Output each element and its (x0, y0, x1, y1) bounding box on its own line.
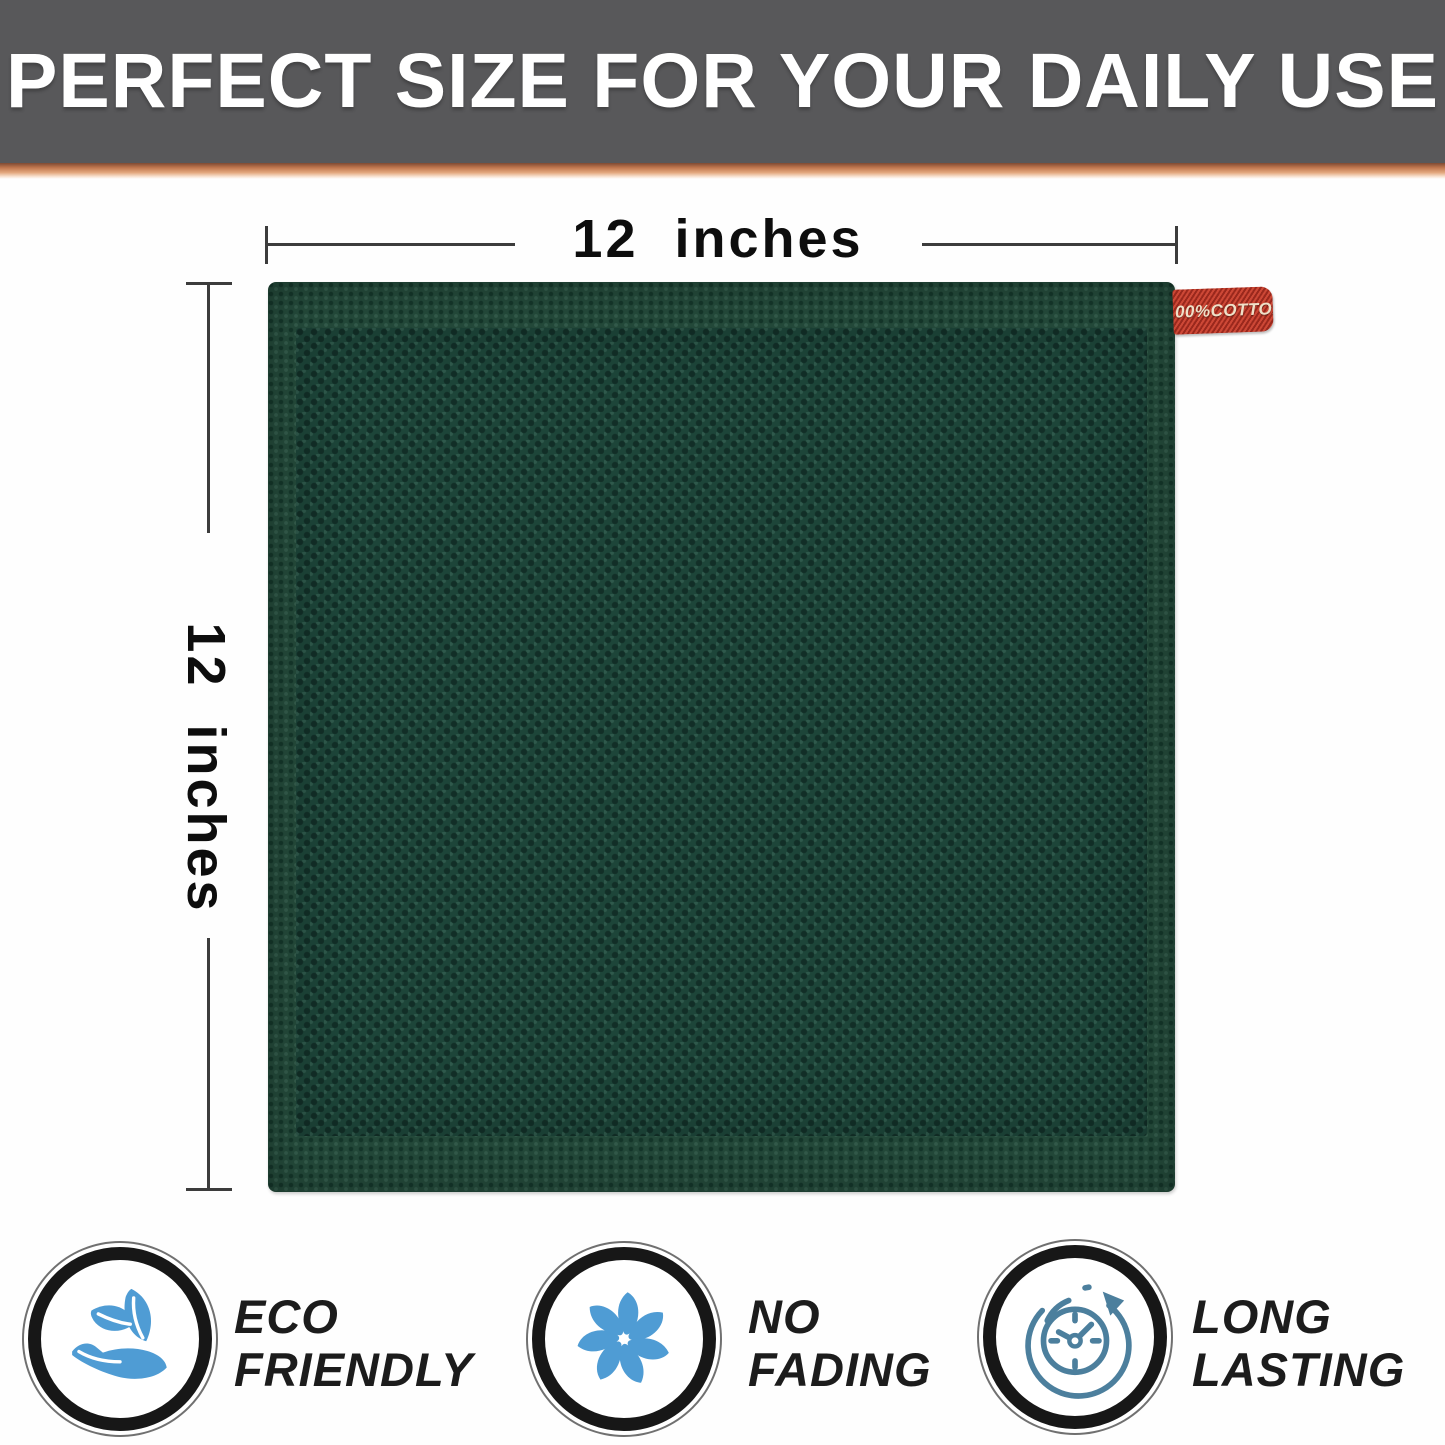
height-tick-bottom (186, 1188, 232, 1191)
height-line-top (207, 285, 210, 533)
water-pinwheel-icon (577, 1292, 669, 1383)
width-line-right (922, 243, 1177, 246)
no-fading-label: NO FADING (748, 1290, 932, 1396)
eco-friendly-badge (28, 1247, 212, 1431)
height-tick-top (186, 282, 232, 285)
long-lasting-label: LONG LASTING (1192, 1290, 1406, 1396)
cotton-tag-label: 00%COTTON (1174, 298, 1274, 322)
width-tick-right (1175, 226, 1178, 264)
towel-image: 00%COTTON (268, 282, 1274, 1192)
accent-stripe (0, 163, 1445, 179)
width-line-left (268, 243, 515, 246)
width-tick-left (265, 226, 268, 264)
clock-cycle-icon (1025, 1284, 1132, 1399)
eco-friendly-label: ECO FRIENDLY (234, 1290, 474, 1396)
width-label: 12 inches (572, 209, 864, 269)
no-fading-badge (532, 1247, 716, 1431)
towel-waffle-texture (296, 328, 1147, 1136)
page-title: PERFECT SIZE FOR YOUR DAILY USE (6, 38, 1439, 124)
header-banner: PERFECT SIZE FOR YOUR DAILY USE (0, 0, 1445, 163)
height-line-bottom (207, 938, 210, 1188)
cotton-tag: 00%COTTON (1172, 286, 1274, 335)
height-label: 12 inches (176, 622, 236, 914)
hand-leaf-icon (72, 1288, 167, 1379)
long-lasting-badge (983, 1245, 1167, 1429)
